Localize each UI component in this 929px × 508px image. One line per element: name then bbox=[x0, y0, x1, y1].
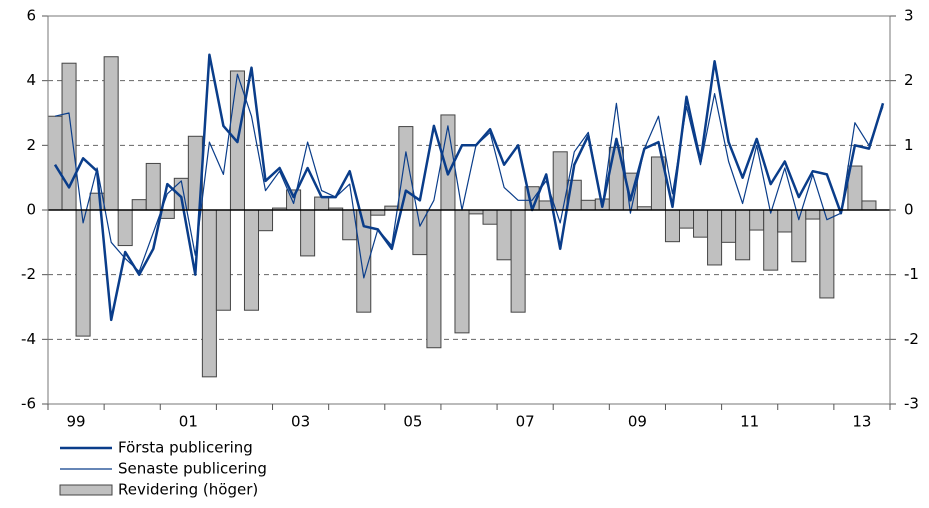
bar bbox=[580, 199, 596, 211]
bar bbox=[819, 209, 835, 299]
bar bbox=[201, 209, 217, 378]
bar bbox=[805, 209, 821, 220]
x-tick-label: 07 bbox=[516, 413, 535, 431]
legend-label: Revidering (höger) bbox=[118, 481, 258, 499]
y2-tick-label: 1 bbox=[904, 136, 914, 154]
bar bbox=[510, 209, 526, 313]
bar bbox=[763, 209, 779, 271]
bar bbox=[735, 209, 751, 261]
bar bbox=[861, 200, 877, 211]
x-tick-label: 01 bbox=[179, 413, 198, 431]
bar bbox=[426, 209, 442, 349]
x-tick-label: 05 bbox=[403, 413, 422, 431]
bar bbox=[496, 209, 512, 261]
x-tick-label: 11 bbox=[740, 413, 759, 431]
y2-tick-label: -1 bbox=[904, 265, 919, 283]
x-tick-label: 03 bbox=[291, 413, 310, 431]
legend-label: Senaste publicering bbox=[118, 460, 267, 478]
bar bbox=[117, 209, 133, 247]
bar bbox=[258, 209, 274, 232]
y-tick-label: 0 bbox=[26, 201, 36, 219]
bar bbox=[243, 209, 259, 311]
bar bbox=[314, 196, 330, 211]
y-tick-label: -6 bbox=[21, 395, 36, 413]
bar bbox=[749, 209, 765, 231]
legend-label: Första publicering bbox=[118, 439, 253, 457]
y2-tick-label: 3 bbox=[904, 7, 914, 25]
bar bbox=[552, 151, 568, 211]
y-tick-label: -2 bbox=[21, 265, 36, 283]
bar bbox=[300, 209, 316, 257]
y2-tick-label: 2 bbox=[904, 71, 914, 89]
bar bbox=[145, 162, 161, 211]
y2-tick-label: -3 bbox=[904, 395, 919, 413]
bar bbox=[47, 115, 63, 211]
bar bbox=[707, 209, 723, 266]
bar bbox=[721, 209, 737, 243]
bar bbox=[454, 209, 470, 334]
bar bbox=[777, 209, 793, 233]
bar bbox=[664, 209, 681, 243]
bar bbox=[75, 209, 91, 337]
y-tick-label: 6 bbox=[26, 7, 36, 25]
x-tick-label: 99 bbox=[67, 413, 86, 431]
bar bbox=[398, 126, 414, 211]
x-tick-label: 09 bbox=[628, 413, 647, 431]
line bbox=[53, 53, 885, 322]
y2-tick-label: 0 bbox=[904, 201, 914, 219]
line bbox=[54, 73, 884, 279]
bar bbox=[679, 209, 695, 229]
y2-tick-label: -2 bbox=[904, 330, 919, 348]
plot-frame bbox=[47, 15, 891, 405]
y-tick-label: 2 bbox=[26, 136, 36, 154]
bar bbox=[215, 209, 231, 311]
bar bbox=[482, 209, 498, 225]
y-tick-label: -4 bbox=[21, 330, 36, 348]
bar bbox=[693, 209, 709, 238]
bar bbox=[370, 209, 386, 216]
bar bbox=[103, 56, 119, 211]
x-tick-label: 13 bbox=[852, 413, 871, 431]
legend-swatch bbox=[59, 484, 113, 496]
bar bbox=[131, 199, 147, 211]
y-tick-label: 4 bbox=[26, 71, 36, 89]
